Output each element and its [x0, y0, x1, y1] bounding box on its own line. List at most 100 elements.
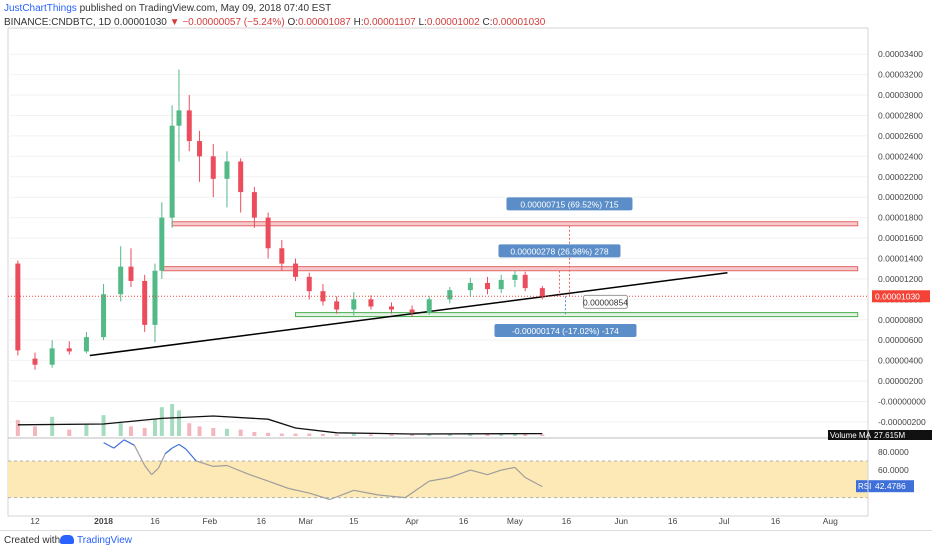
rsi-line-segment: [514, 466, 526, 478]
candle-body: [186, 110, 192, 142]
volume-bar: [499, 433, 504, 436]
volume-bar: [447, 433, 452, 436]
axes: 0.00003400 0.00003200 0.00003000 0.00002800…: [30, 28, 930, 526]
candle-body: [306, 276, 312, 292]
volume-bar: [197, 426, 202, 436]
last-price-tag: 0.00001030: [875, 291, 920, 301]
volume-ma-tag-bg: [828, 430, 872, 440]
candle-body: [351, 299, 357, 310]
time-tick-label: Jul: [719, 516, 730, 526]
candle-body: [66, 348, 72, 352]
volume-bar: [334, 434, 339, 436]
candle-body: [101, 294, 107, 338]
price-tick-label: -0.00000000: [878, 396, 926, 406]
measure-label-lower-bg: [494, 323, 637, 337]
candle-body: [118, 266, 124, 295]
volume-bar: [410, 434, 415, 436]
time-tick-label: 12: [30, 516, 40, 526]
annotations: 0.00000715 (69.52%) 715 0.00000278 (26.98…: [8, 197, 868, 337]
grid: [7, 27, 869, 517]
open-label: O:: [287, 17, 298, 28]
rsi-line-segment: [113, 439, 125, 449]
candle-body: [293, 263, 299, 277]
volume-bar: [187, 423, 192, 436]
rsi-line-segment: [524, 476, 543, 488]
author-link[interactable]: JustChartThings: [4, 3, 77, 14]
volume-ma-label: Volume MA: [830, 431, 872, 440]
chart-canvas[interactable]: Volume MA 27.615M 0.00000715 (69.52%) 715…: [0, 0, 932, 530]
measure-label-upper-bg: [506, 197, 633, 211]
volume-bar: [389, 434, 394, 436]
candle-body: [447, 290, 453, 300]
rsi-line-segment: [470, 469, 488, 476]
price-tick-label: 0.00001600: [878, 233, 923, 243]
resistance-zone-lower: [161, 266, 859, 272]
price-tick-label: 0.00003000: [878, 90, 923, 100]
price-tick-label: 0.00002800: [878, 110, 923, 120]
time-tick-label: Aug: [823, 516, 838, 526]
price-label-small-bg: [582, 294, 628, 309]
trendline-group: [89, 272, 728, 357]
candle-body: [512, 274, 518, 280]
tradingview-logo[interactable]: TradingView: [60, 535, 132, 546]
rsi-line-segment: [288, 487, 310, 494]
volume-bar: [211, 428, 216, 436]
rsi-line-segment: [213, 464, 228, 467]
volume-bar: [15, 420, 20, 436]
volume-bar: [351, 433, 356, 436]
time-tick-label: Apr: [405, 516, 418, 526]
measure-label-mid-bg: [498, 244, 621, 258]
low-value: 0.00001002: [426, 17, 480, 28]
volume-bar: [468, 433, 473, 436]
measure-label-upper: 0.00000715 (69.52%) 715: [520, 199, 619, 209]
volume-bar: [238, 429, 243, 436]
time-tick-label: 2018: [94, 516, 113, 526]
price-tick-label: 0.00000400: [878, 356, 923, 366]
price-tick-label: 0.00003200: [878, 70, 923, 80]
time-tick-label: Jun: [614, 516, 628, 526]
volume-bar: [512, 433, 517, 436]
volume-bar: [142, 428, 147, 436]
volume-bar: [307, 433, 312, 436]
rsi-line-segment: [144, 465, 153, 476]
candle-body: [197, 141, 203, 157]
volume-bar: [159, 407, 164, 436]
rsi-line-segment: [133, 445, 146, 466]
volume-bar: [152, 418, 157, 436]
rsi-line-segment: [171, 443, 180, 449]
time-tick-label: 16: [257, 516, 267, 526]
price-tick-label: 0.00000600: [878, 335, 923, 345]
rsi-line-segment: [247, 473, 269, 482]
volume-bar: [128, 426, 133, 436]
rsi-line-segment: [449, 469, 471, 479]
rsi-line-segment: [353, 489, 378, 496]
candle-body: [224, 161, 230, 179]
volume-bar: [368, 434, 373, 436]
volume-bar: [485, 434, 490, 436]
volume-bar: [67, 429, 72, 436]
rsi-line-segment: [404, 480, 430, 499]
volume-bar: [33, 426, 37, 436]
candle-body: [320, 291, 326, 302]
volume-ma-value: 27.615M: [874, 431, 905, 440]
symbol-legend: BINANCE:CNDBTC, 1D 0.00001030 ▼ −0.00000…: [4, 17, 545, 28]
measure-label-lower: -0.00000174 (-17.02%) -174: [512, 326, 619, 336]
candle-body: [238, 161, 244, 193]
tradingview-cloud-icon: [60, 535, 74, 544]
candles: [15, 69, 545, 370]
rsi-line-segment: [195, 460, 214, 467]
publish-header: JustChartThings published on TradingView…: [4, 3, 331, 14]
volume-bar: [427, 433, 432, 436]
time-tick-label: 16: [459, 516, 469, 526]
support-zone: [295, 312, 859, 318]
volume-bar: [50, 416, 55, 436]
price-tick-label: 0.00000800: [878, 315, 923, 325]
candle-body: [176, 110, 182, 126]
change-arrow: ▼: [169, 17, 180, 28]
rsi-name-label: RSI: [858, 482, 871, 491]
price-label-small: 0.00000854: [583, 297, 628, 307]
volume-bar: [279, 433, 284, 436]
high-label: H:: [353, 17, 364, 28]
volume-bar: [266, 432, 271, 436]
